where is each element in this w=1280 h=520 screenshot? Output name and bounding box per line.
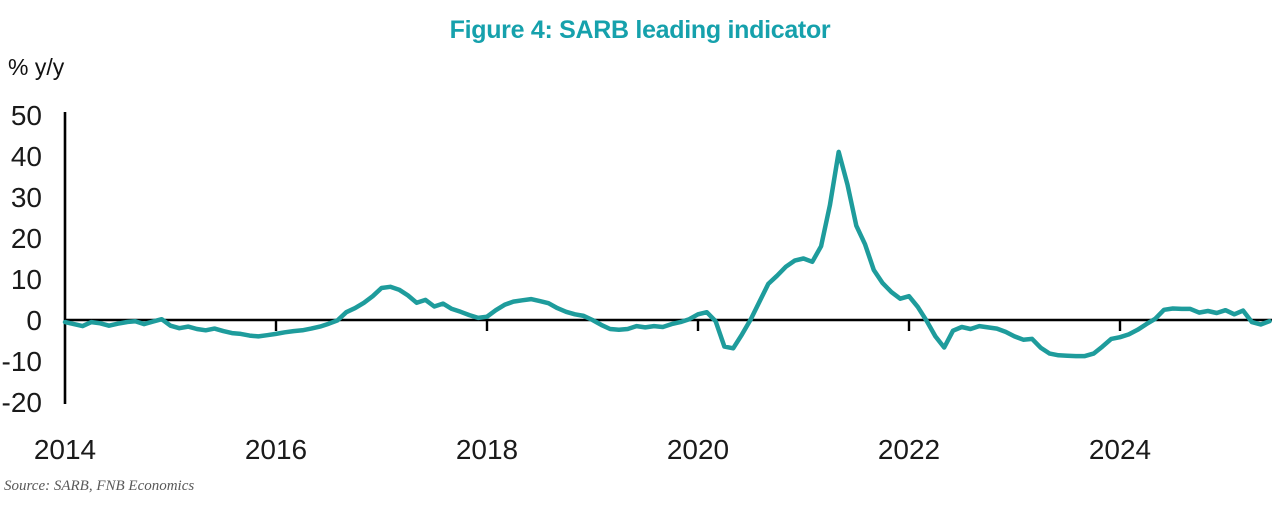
y-tick-label: -20 bbox=[2, 387, 42, 418]
series-line-sarb-leading-indicator bbox=[62, 149, 1272, 359]
y-tick-label: 30 bbox=[11, 182, 42, 213]
y-tick-label: -10 bbox=[2, 346, 42, 377]
x-tick-label: 2016 bbox=[245, 434, 307, 465]
y-tick-label: 40 bbox=[11, 141, 42, 172]
x-tick-label: 2020 bbox=[667, 434, 729, 465]
x-tick-label: 2024 bbox=[1089, 434, 1151, 465]
x-tick-label: 2014 bbox=[34, 434, 96, 465]
y-tick-label: 10 bbox=[11, 264, 42, 295]
chart-title: Figure 4: SARB leading indicator bbox=[449, 16, 831, 44]
x-tick-label: 2022 bbox=[878, 434, 940, 465]
y-tick-label: 20 bbox=[11, 223, 42, 254]
source-note: Source: SARB, FNB Economics bbox=[4, 478, 195, 494]
y-tick-label: 50 bbox=[11, 100, 42, 131]
y-axis-unit-label: % y/y bbox=[8, 54, 65, 80]
y-tick-label: 0 bbox=[26, 305, 42, 336]
x-tick-label: 2018 bbox=[456, 434, 518, 465]
